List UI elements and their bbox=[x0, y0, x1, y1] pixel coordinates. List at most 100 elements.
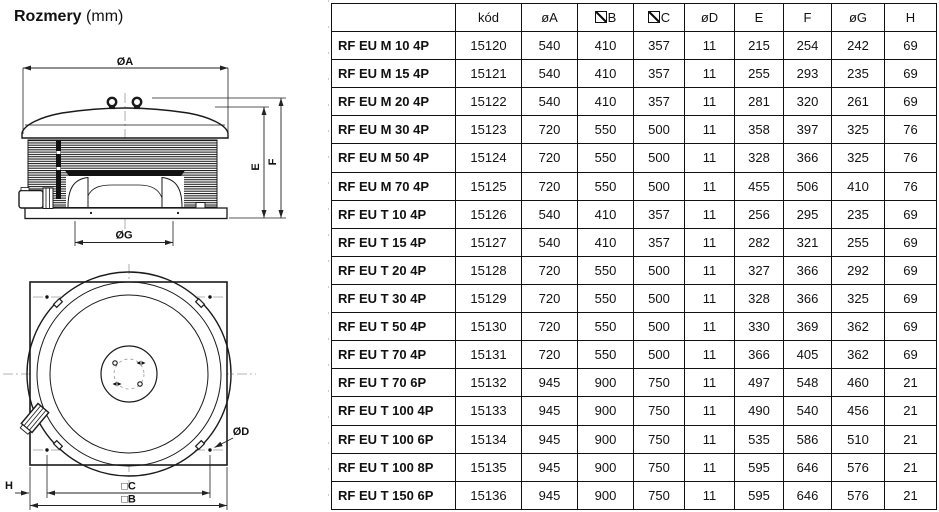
value-cell: 500 bbox=[633, 255, 685, 285]
model-name: RF EU T 100 6P bbox=[331, 424, 456, 454]
table-row: RF EU T 100 6P 15134 945 900 750 11 535 586 510 2… bbox=[331, 424, 937, 454]
column-header-øD: øD bbox=[684, 3, 735, 32]
value-cell: 15127 bbox=[455, 227, 522, 257]
table-row: RF EU M 70 4P 15125 720 550 500 11 455 506 410 76 bbox=[331, 171, 937, 201]
value-cell: 576 bbox=[831, 480, 885, 511]
column-header-H: H bbox=[884, 3, 937, 32]
page-title-unit: (mm) bbox=[86, 8, 124, 25]
value-cell: 330 bbox=[734, 312, 784, 342]
value-cell: 76 bbox=[884, 115, 937, 145]
value-cell: 500 bbox=[633, 171, 685, 201]
page-title: Rozmery (mm) bbox=[14, 8, 123, 26]
value-cell: 500 bbox=[633, 340, 685, 370]
value-cell: 410 bbox=[577, 30, 634, 61]
model-name: RF EU T 70 6P bbox=[331, 368, 456, 398]
value-cell: 646 bbox=[783, 480, 832, 511]
value-cell: 366 bbox=[734, 340, 784, 370]
value-cell: 15124 bbox=[455, 143, 522, 173]
mounting-holes bbox=[45, 295, 212, 452]
value-cell: 410 bbox=[577, 59, 634, 89]
value-cell: 945 bbox=[521, 396, 578, 426]
value-cell: 550 bbox=[577, 340, 634, 370]
model-column-header bbox=[331, 3, 456, 32]
value-cell: 255 bbox=[734, 59, 784, 89]
table-body: RF EU M 10 4P 15120 540 410 357 11 215 254 242 69… bbox=[331, 30, 937, 511]
top-view-drawing: ØD H □C □B bbox=[3, 264, 256, 510]
value-cell: 366 bbox=[783, 143, 832, 173]
value-cell: 490 bbox=[734, 396, 784, 426]
model-name: RF EU M 70 4P bbox=[331, 171, 456, 201]
value-cell: 586 bbox=[783, 424, 832, 454]
value-cell: 15134 bbox=[455, 424, 522, 454]
value-cell: 456 bbox=[831, 396, 885, 426]
value-cell: 76 bbox=[884, 171, 937, 201]
value-cell: 11 bbox=[684, 255, 735, 285]
value-cell: 540 bbox=[521, 30, 578, 61]
value-cell: 11 bbox=[684, 227, 735, 257]
value-cell: 11 bbox=[684, 283, 735, 314]
value-cell: 548 bbox=[783, 368, 832, 398]
value-cell: 235 bbox=[831, 59, 885, 89]
value-cell: 550 bbox=[577, 283, 634, 314]
value-cell: 540 bbox=[521, 199, 578, 229]
value-cell: 720 bbox=[521, 283, 578, 314]
model-name: RF EU T 100 4P bbox=[331, 396, 456, 426]
value-cell: 325 bbox=[831, 143, 885, 173]
value-cell: 69 bbox=[884, 30, 937, 61]
value-cell: 510 bbox=[831, 424, 885, 454]
fan-cap bbox=[21, 107, 229, 139]
value-cell: 11 bbox=[684, 87, 735, 117]
value-cell: 11 bbox=[684, 115, 735, 145]
value-cell: 69 bbox=[884, 199, 937, 229]
column-header-kód: kód bbox=[455, 3, 522, 32]
dim-label-f: F bbox=[267, 158, 279, 165]
table-row: RF EU T 30 4P 15129 720 550 500 11 328 366 325 69 bbox=[331, 283, 937, 314]
value-cell: 500 bbox=[633, 283, 685, 314]
dim-label-d: ØD bbox=[233, 426, 250, 438]
table-row: RF EU T 100 8P 15135 945 900 750 11 595 646 576 2… bbox=[331, 452, 937, 482]
value-cell: 215 bbox=[734, 30, 784, 61]
value-cell: 69 bbox=[884, 255, 937, 285]
value-cell: 15122 bbox=[455, 87, 522, 117]
value-cell: 11 bbox=[684, 171, 735, 201]
cap-outer-circle bbox=[26, 271, 232, 477]
model-name: RF EU T 20 4P bbox=[331, 255, 456, 285]
value-cell: 11 bbox=[684, 143, 735, 173]
dim-label-b: □B bbox=[121, 494, 136, 506]
value-cell: 21 bbox=[884, 396, 937, 426]
value-cell: 397 bbox=[783, 115, 832, 145]
dim-label-a: ØA bbox=[117, 56, 134, 68]
model-name: RF EU T 10 4P bbox=[331, 199, 456, 229]
value-cell: 15120 bbox=[455, 30, 522, 61]
value-cell: 535 bbox=[734, 424, 784, 454]
model-name: RF EU T 50 4P bbox=[331, 312, 456, 342]
model-name: RF EU T 70 4P bbox=[331, 340, 456, 370]
base-plate bbox=[24, 207, 228, 220]
value-cell: 357 bbox=[633, 30, 685, 61]
side-view-drawing: ØA E F ØG bbox=[18, 56, 286, 246]
value-cell: 327 bbox=[734, 255, 784, 285]
value-cell: 15135 bbox=[455, 452, 522, 482]
value-cell: 15128 bbox=[455, 255, 522, 285]
table-row: RF EU M 15 4P 15121 540 410 357 11 255 293 235 69 bbox=[331, 59, 937, 89]
value-cell: 750 bbox=[633, 452, 685, 482]
value-cell: 506 bbox=[783, 171, 832, 201]
value-cell: 69 bbox=[884, 87, 937, 117]
value-cell: 720 bbox=[521, 143, 578, 173]
value-cell: 362 bbox=[831, 312, 885, 342]
value-cell: 242 bbox=[831, 30, 885, 61]
value-cell: 15132 bbox=[455, 368, 522, 398]
value-cell: 357 bbox=[633, 227, 685, 257]
value-cell: 357 bbox=[633, 87, 685, 117]
value-cell: 750 bbox=[633, 396, 685, 426]
value-cell: 550 bbox=[577, 143, 634, 173]
value-cell: 550 bbox=[577, 171, 634, 201]
table-row: RF EU M 20 4P 15122 540 410 357 11 281 320 261 69 bbox=[331, 87, 937, 117]
table-row: RF EU T 20 4P 15128 720 550 500 11 327 366 292 69 bbox=[331, 255, 937, 285]
value-cell: 945 bbox=[521, 424, 578, 454]
value-cell: 646 bbox=[783, 452, 832, 482]
column-header-øA: øA bbox=[521, 3, 578, 32]
value-cell: 900 bbox=[577, 424, 634, 454]
value-cell: 15125 bbox=[455, 171, 522, 201]
